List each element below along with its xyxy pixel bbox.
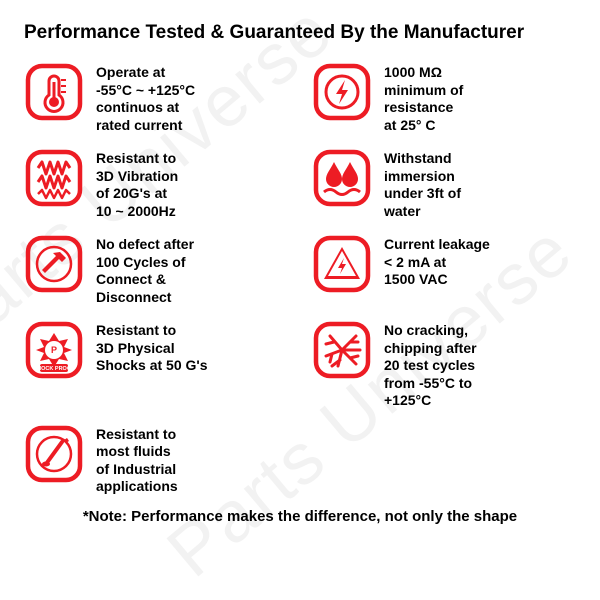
shock-proof-icon bbox=[24, 320, 84, 380]
leakage-triangle-icon bbox=[312, 234, 372, 294]
spec-text: Resistant tomost fluidsof Industrialappl… bbox=[96, 424, 178, 496]
spec-row: No cracking,chipping after20 test cycles… bbox=[312, 320, 576, 410]
crack-icon bbox=[312, 320, 372, 380]
spec-row: Withstandimmersionunder 3ft ofwater bbox=[312, 148, 576, 220]
spec-text: Withstandimmersionunder 3ft ofwater bbox=[384, 148, 461, 220]
spec-text: Current leakage< 2 mA at1500 VAC bbox=[384, 234, 490, 289]
spec-row: Resistant tomost fluidsof Industrialappl… bbox=[24, 424, 288, 496]
thermometer-icon bbox=[24, 62, 84, 122]
spec-row: 1000 MΩminimum ofresistanceat 25° C bbox=[312, 62, 576, 134]
spec-row: No defect after100 Cycles ofConnect &Dis… bbox=[24, 234, 288, 306]
spec-row: Resistant to3D Vibrationof 20G's at10 ~ … bbox=[24, 148, 288, 220]
bolt-circle-icon bbox=[312, 62, 372, 122]
spec-row: Operate at-55°C ~ +125°Ccontinuos atrate… bbox=[24, 62, 288, 134]
water-drops-icon bbox=[312, 148, 372, 208]
spec-row: Current leakage< 2 mA at1500 VAC bbox=[312, 234, 576, 306]
spec-text: 1000 MΩminimum ofresistanceat 25° C bbox=[384, 62, 463, 134]
fluids-icon bbox=[24, 424, 84, 484]
hammer-icon bbox=[24, 234, 84, 294]
spec-text: Resistant to3D PhysicalShocks at 50 G's bbox=[96, 320, 208, 375]
spec-row: Resistant to3D PhysicalShocks at 50 G's bbox=[24, 320, 288, 410]
spec-text: No cracking,chipping after20 test cycles… bbox=[384, 320, 477, 410]
spec-text: No defect after100 Cycles ofConnect &Dis… bbox=[96, 234, 194, 306]
page-title: Performance Tested & Guaranteed By the M… bbox=[24, 22, 576, 44]
footnote: *Note: Performance makes the difference,… bbox=[24, 508, 576, 525]
vibration-icon bbox=[24, 148, 84, 208]
spec-text: Operate at-55°C ~ +125°Ccontinuos atrate… bbox=[96, 62, 195, 134]
infographic-container: Performance Tested & Guaranteed By the M… bbox=[0, 0, 600, 535]
spec-text: Resistant to3D Vibrationof 20G's at10 ~ … bbox=[96, 148, 178, 220]
spec-grid: Operate at-55°C ~ +125°Ccontinuos atrate… bbox=[24, 62, 576, 496]
